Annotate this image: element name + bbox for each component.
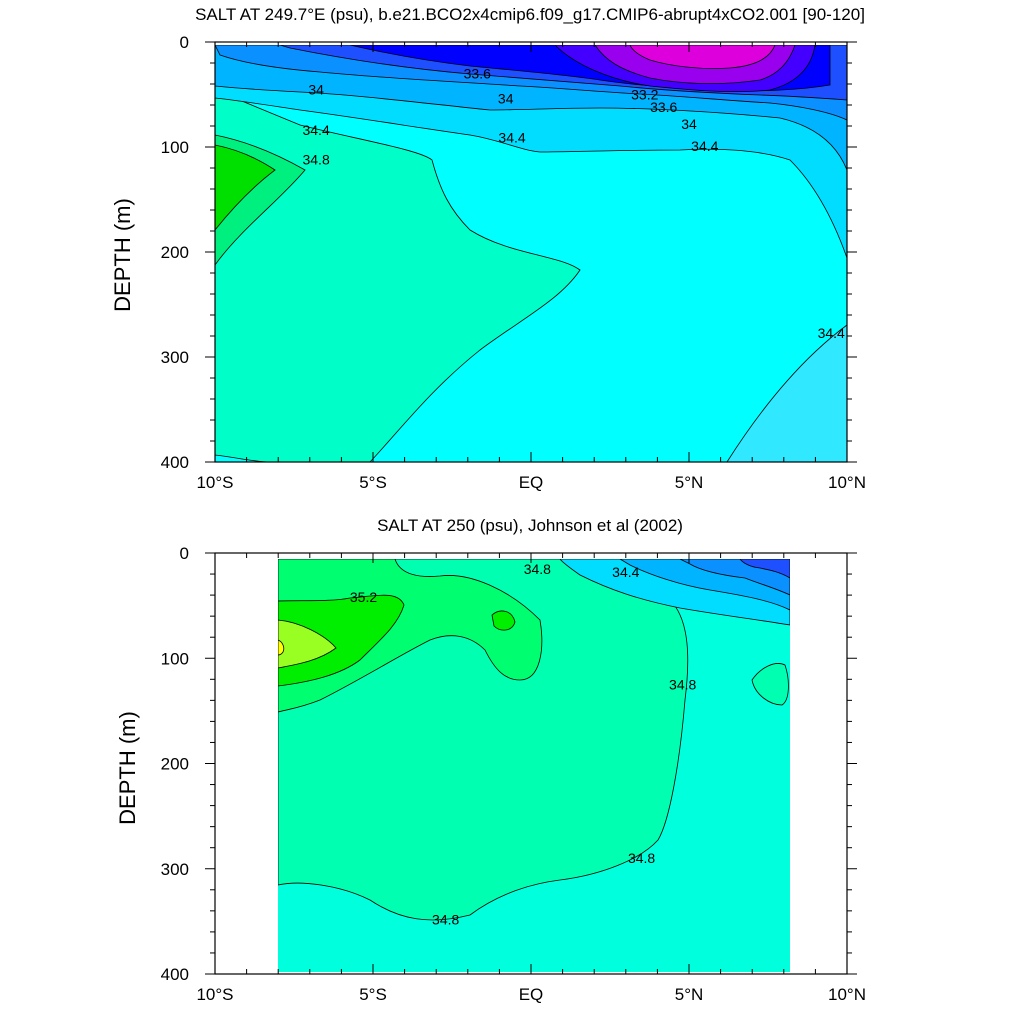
- contour-label: 34.4: [498, 130, 525, 146]
- x-tick-label: 10°S: [196, 985, 233, 1004]
- contour-35.0: [278, 559, 543, 713]
- contour-label: 34.8: [432, 911, 459, 927]
- contour-fill-top: [215, 45, 847, 462]
- chart-title: SALT AT 250 (psu), Johnson et al (2002): [377, 516, 683, 535]
- contour-label: 34.8: [302, 152, 329, 168]
- contour-35.2: [278, 594, 405, 687]
- contour-label: 34.8: [524, 561, 551, 577]
- chart-title: SALT AT 249.7°E (psu), b.e21.BCO2x4cmip6…: [195, 5, 865, 24]
- x-tick-label: 5°N: [675, 473, 704, 492]
- contour-label: 33.2: [631, 87, 658, 103]
- contour-34.6-corner: [215, 454, 271, 462]
- contour-label: 34: [308, 81, 324, 97]
- contour-34.8: [215, 89, 581, 462]
- y-axis-label: DEPTH (m): [110, 198, 135, 312]
- y-tick-label: 100: [161, 649, 189, 668]
- x-tick-label: 5°S: [359, 985, 387, 1004]
- contour-label: 34.8: [669, 677, 696, 693]
- x-tick-label: 10°N: [828, 473, 866, 492]
- contour-33.8: [739, 559, 790, 579]
- contour-fill-bottom: [278, 559, 790, 972]
- contour-label: 34.4: [302, 122, 329, 138]
- contour-label: 34.8: [628, 850, 655, 866]
- contour-label: 33.6: [464, 66, 491, 82]
- y-tick-label: 300: [161, 348, 189, 367]
- x-tick-label: 10°N: [828, 985, 866, 1004]
- y-tick-label: 200: [161, 755, 189, 774]
- x-tick-label: EQ: [519, 473, 544, 492]
- contour-label: 34: [681, 116, 697, 132]
- contour-33.0: [629, 45, 776, 69]
- axes-bottom: 10°S 5°S EQ 5°N 10°N 0 100 200 300 400: [161, 544, 866, 1004]
- panel-bottom: SALT AT 250 (psu), Johnson et al (2002) …: [115, 516, 866, 1004]
- contour-label: 34.4: [691, 138, 718, 154]
- contour-35.2: [215, 144, 276, 231]
- contour-label: 34.4: [612, 564, 639, 580]
- contour-35.6: [278, 639, 285, 656]
- y-tick-label: 300: [161, 860, 189, 879]
- y-axis-label: DEPTH (m): [115, 711, 140, 825]
- y-tick-label: 0: [180, 544, 189, 563]
- panel-top: SALT AT 249.7°E (psu), b.e21.BCO2x4cmip6…: [110, 5, 866, 492]
- x-tick-label: EQ: [519, 985, 544, 1004]
- axes-top: 10°S 5°S EQ 5°N 10°N 0 100 200 300 400: [161, 33, 866, 492]
- x-tick-label: 5°N: [675, 985, 704, 1004]
- x-tick-label: 5°S: [359, 473, 387, 492]
- contour-34.8-island: [751, 663, 789, 706]
- contour-35.2-blob: [491, 610, 516, 631]
- y-tick-label: 0: [180, 33, 189, 52]
- contour-35.4: [278, 619, 337, 669]
- y-tick-label: 400: [161, 453, 189, 472]
- y-tick-label: 100: [161, 138, 189, 157]
- contour-label: 35.2: [350, 589, 377, 605]
- x-tick-label: 10°S: [196, 473, 233, 492]
- contour-label: 34: [498, 91, 514, 107]
- contour-label: 34.4: [818, 325, 845, 341]
- y-tick-label: 400: [161, 965, 189, 984]
- y-tick-label: 200: [161, 243, 189, 262]
- contour-labels-bottom: 35.2 34.8 34.4 34.8 34.8 34.8: [350, 561, 697, 927]
- contour-label: 33.6: [650, 99, 677, 115]
